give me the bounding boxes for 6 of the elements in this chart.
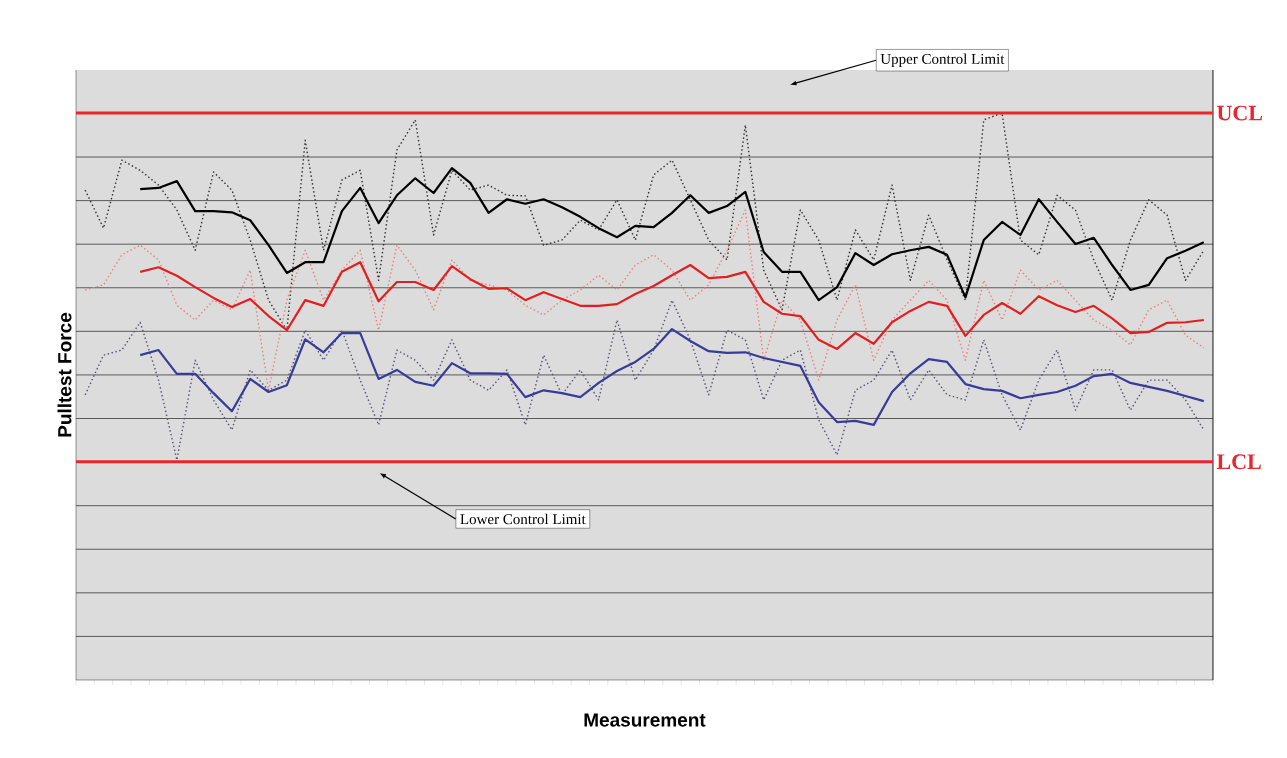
annotation: Lower Control Limit [460, 513, 586, 525]
y-axis-title: Pulltest Force [57, 312, 72, 437]
ref-line-label: LCL [1216, 454, 1261, 470]
text: Upper Control Limit [880, 53, 1005, 68]
x-axis-title: Measurement [584, 713, 706, 727]
ref-line-label: UCL [1217, 105, 1263, 121]
